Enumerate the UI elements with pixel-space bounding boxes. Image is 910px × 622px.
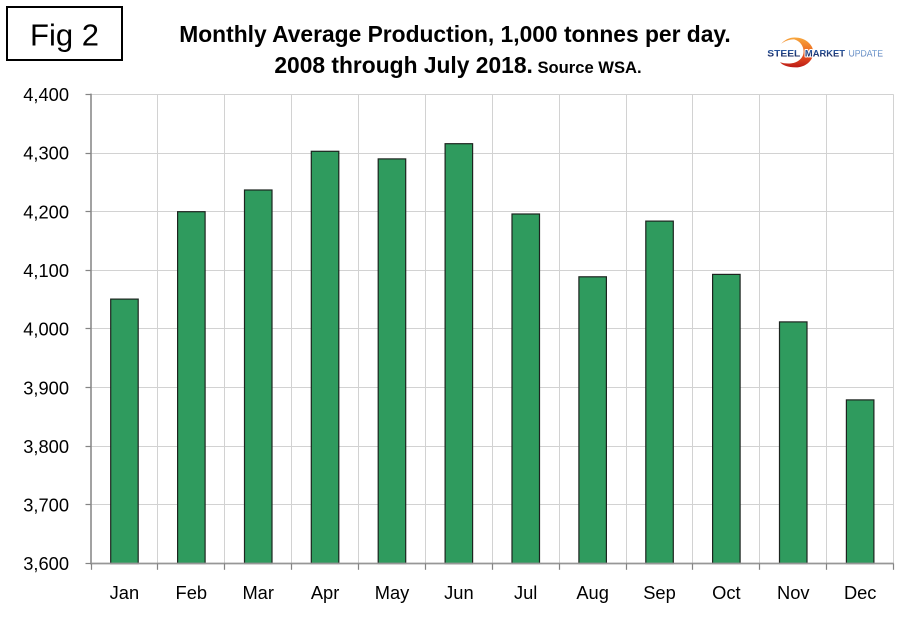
svg-text:UPDATE: UPDATE: [849, 47, 884, 58]
svg-text:4,000: 4,000: [23, 319, 69, 340]
svg-text:Dec: Dec: [844, 582, 877, 603]
svg-text:4,200: 4,200: [23, 201, 69, 222]
svg-text:3,900: 3,900: [23, 377, 69, 398]
svg-text:3,800: 3,800: [23, 436, 69, 457]
svg-text:Jun: Jun: [444, 582, 473, 603]
svg-text:Monthly Average Production, 1,: Monthly Average Production, 1,000 tonnes…: [179, 21, 730, 47]
svg-text:Nov: Nov: [777, 582, 810, 603]
svg-text:4,100: 4,100: [23, 260, 69, 281]
svg-text:Feb: Feb: [176, 582, 208, 603]
svg-text:Fig 2: Fig 2: [30, 18, 99, 53]
svg-text:Apr: Apr: [311, 582, 339, 603]
svg-text:MARKET: MARKET: [805, 47, 845, 58]
svg-text:Oct: Oct: [712, 582, 740, 603]
svg-text:4,400: 4,400: [23, 84, 69, 105]
svg-text:2008 through July 2018. Source: 2008 through July 2018. Source WSA.: [274, 52, 641, 78]
svg-text:3,700: 3,700: [23, 495, 69, 516]
svg-text:Sep: Sep: [643, 582, 676, 603]
svg-text:4,300: 4,300: [23, 143, 69, 164]
svg-text:Mar: Mar: [242, 582, 273, 603]
svg-text:Jan: Jan: [110, 582, 139, 603]
svg-text:Aug: Aug: [576, 582, 609, 603]
svg-text:May: May: [375, 582, 410, 603]
svg-text:3,600: 3,600: [23, 553, 69, 574]
svg-text:STEEL: STEEL: [767, 47, 800, 58]
svg-text:Jul: Jul: [514, 582, 537, 603]
